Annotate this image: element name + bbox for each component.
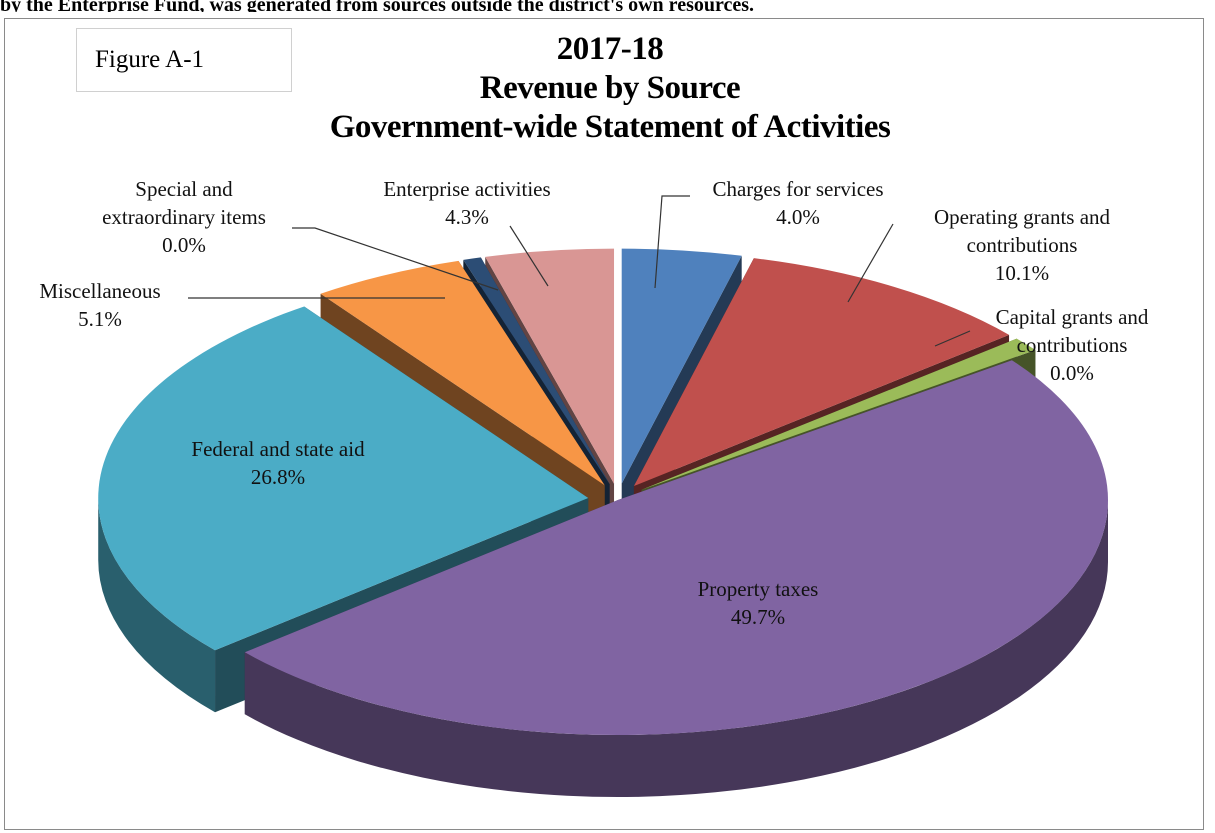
pie-slice-side: [98, 497, 216, 713]
data-label-charges-for-services-line-1: Charges for services: [712, 177, 883, 201]
data-label-property-taxes-line-1: Property taxes: [698, 577, 819, 601]
data-label-special-and-extraordinary-items-line-3: 0.0%: [162, 233, 206, 257]
data-label-operating-grants-and-contributions-line-2: contributions: [967, 233, 1078, 257]
pie-slice-top: [485, 248, 615, 484]
pie-slice-top: [463, 257, 610, 485]
label-leader-line: [509, 225, 549, 287]
pie-slice-top: [244, 360, 1109, 736]
pie-slice-property-taxes: [244, 360, 1109, 797]
figure-label: Figure A-1: [76, 28, 292, 92]
data-label-federal-and-state-aid-line-1: Federal and state aid: [191, 437, 365, 461]
pie-slice-top: [98, 306, 589, 651]
data-label-miscellaneous-line-2: 5.1%: [78, 307, 122, 331]
data-label-capital-grants-and-contributions-line-2: contributions: [1017, 333, 1128, 357]
top-cut-text: by the Enterprise Fund, was generated fr…: [0, 0, 755, 12]
data-label-capital-grants-and-contributions-line-3: 0.0%: [1050, 361, 1094, 385]
data-label-enterprise-activities-line-2: 4.3%: [445, 205, 489, 229]
label-leader-line: [292, 227, 499, 291]
label-leader-line: [654, 195, 690, 289]
label-leader-line: [847, 223, 894, 303]
data-label-operating-grants-and-contributions-line-1: Operating grants and: [934, 205, 1111, 229]
chart-title-line-2: Revenue by Source: [479, 70, 741, 106]
pie-slice-top: [641, 338, 1036, 490]
data-label-operating-grants-and-contributions-line-3: 10.1%: [995, 261, 1049, 285]
chart-frame: [4, 18, 1204, 830]
pie-slice-side: [244, 500, 1109, 797]
pie-slice-top: [633, 258, 1010, 487]
data-label-miscellaneous-line-1: Miscellaneous: [39, 279, 160, 303]
chart-title-line-3: Government-wide Statement of Activities: [329, 109, 891, 145]
data-label-capital-grants-and-contributions-line-1: Capital grants and: [996, 305, 1149, 329]
data-label-charges-for-services-line-2: 4.0%: [776, 205, 820, 229]
pie-slice-top: [621, 248, 742, 484]
data-label-federal-and-state-aid-line-2: 26.8%: [251, 465, 305, 489]
data-label-property-taxes-line-2: 49.7%: [731, 605, 785, 629]
chart-title-line-1: 2017-18: [556, 31, 664, 67]
data-label-special-and-extraordinary-items-line-2: extraordinary items: [102, 205, 266, 229]
chart-title: 2017-18 Revenue by Source Government-wid…: [300, 30, 920, 147]
data-label-enterprise-activities-line-1: Enterprise activities: [383, 177, 550, 201]
label-leader-line: [934, 330, 971, 347]
data-label-special-and-extraordinary-items-line-1: Special and: [135, 177, 233, 201]
pie-slice-top: [320, 260, 605, 486]
